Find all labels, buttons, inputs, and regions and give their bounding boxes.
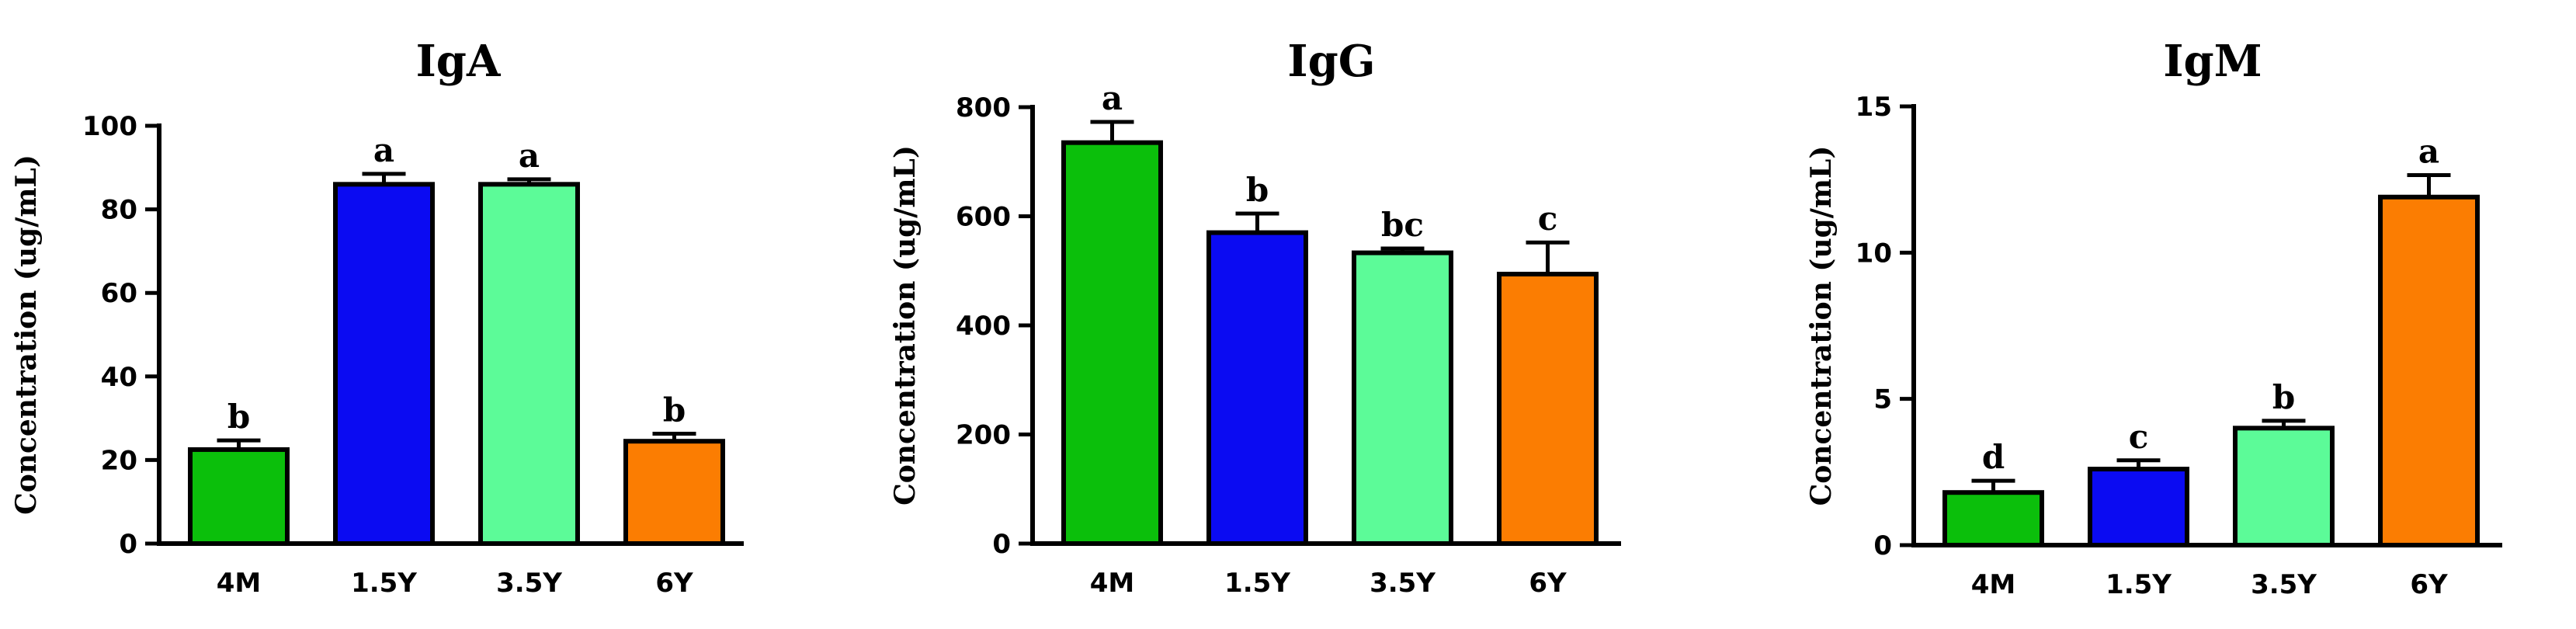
significance-label-4M: b: [227, 398, 250, 436]
x-tick-label: 6Y: [655, 568, 693, 599]
bar-6Y: [623, 439, 725, 546]
x-tick-label: 4M: [1090, 568, 1135, 599]
x-tick-label: 4M: [1971, 569, 2016, 600]
significance-label-1.5Y: a: [373, 131, 394, 169]
chart-title: IgM: [2163, 36, 2262, 87]
bar-1.5Y: [333, 182, 435, 546]
y-tick-label: 5: [1873, 384, 1892, 415]
y-tick-label: 400: [956, 311, 1011, 342]
bar-6Y: [2378, 194, 2480, 547]
bar-4M: [188, 447, 290, 547]
y-tick-label: 0: [1873, 530, 1892, 561]
bar-1.5Y: [1206, 230, 1308, 546]
bar-4M: [1061, 140, 1163, 547]
x-tick-label: 6Y: [2410, 569, 2448, 600]
y-tick-label: 200: [956, 420, 1011, 451]
chart-panel-igg: IgG Concentration (ug/mL) 0 200 400 600 800 a 4M…: [889, 36, 1621, 599]
bar-6Y: [1497, 271, 1599, 546]
x-tick-label: 3.5Y: [496, 568, 562, 599]
bar-4M: [1942, 490, 2044, 548]
chart-title: IgA: [416, 36, 502, 87]
significance-label-1.5Y: b: [1246, 171, 1269, 209]
significance-label-3.5Y: a: [519, 137, 540, 175]
y-axis-label: Concentration (ug/mL): [10, 155, 43, 515]
y-tick-label: 15: [1856, 92, 1892, 123]
y-tick-label: 60: [101, 278, 137, 309]
y-tick-label: 800: [956, 92, 1011, 123]
bar-3.5Y: [478, 182, 580, 546]
x-tick-label: 1.5Y: [2106, 569, 2172, 600]
y-tick-label: 40: [101, 362, 137, 393]
significance-label-6Y: b: [663, 391, 686, 429]
x-tick-label: 4M: [217, 568, 262, 599]
significance-label-6Y: c: [1538, 200, 1558, 238]
chart-panel-igm: IgM Concentration (ug/mL) 0 5 10 15 d 4M c 1.5Y b 3…: [1805, 36, 2502, 600]
chart-title: IgG: [1287, 36, 1375, 87]
y-tick-label: 100: [82, 111, 137, 142]
significance-label-4M: d: [1982, 438, 2005, 476]
significance-label-6Y: a: [2418, 133, 2439, 171]
bar-3.5Y: [1352, 250, 1453, 546]
y-axis-label: Concentration (ug/mL): [889, 145, 922, 506]
significance-label-3.5Y: b: [2272, 378, 2295, 416]
y-tick-label: 0: [992, 529, 1011, 560]
x-tick-label: 1.5Y: [351, 568, 417, 599]
x-tick-label: 1.5Y: [1224, 568, 1290, 599]
significance-label-3.5Y: bc: [1381, 206, 1424, 244]
significance-label-4M: a: [1102, 79, 1123, 117]
y-tick-label: 20: [101, 445, 137, 476]
y-tick-label: 600: [956, 202, 1011, 233]
bar-3.5Y: [2233, 426, 2335, 547]
significance-label-1.5Y: c: [2129, 418, 2149, 456]
x-tick-label: 6Y: [1529, 568, 1567, 599]
y-tick-label: 10: [1856, 238, 1892, 269]
y-tick-label: 80: [101, 195, 137, 226]
x-tick-label: 3.5Y: [2251, 569, 2317, 600]
chart-panel-iga: IgA Concentration (ug/mL) 0 20 40 60 80 100 b 4M a…: [10, 36, 744, 599]
bar-1.5Y: [2088, 467, 2189, 547]
y-axis-label: Concentration (ug/mL): [1805, 146, 1838, 506]
y-tick-label: 0: [119, 529, 137, 560]
x-tick-label: 3.5Y: [1370, 568, 1436, 599]
